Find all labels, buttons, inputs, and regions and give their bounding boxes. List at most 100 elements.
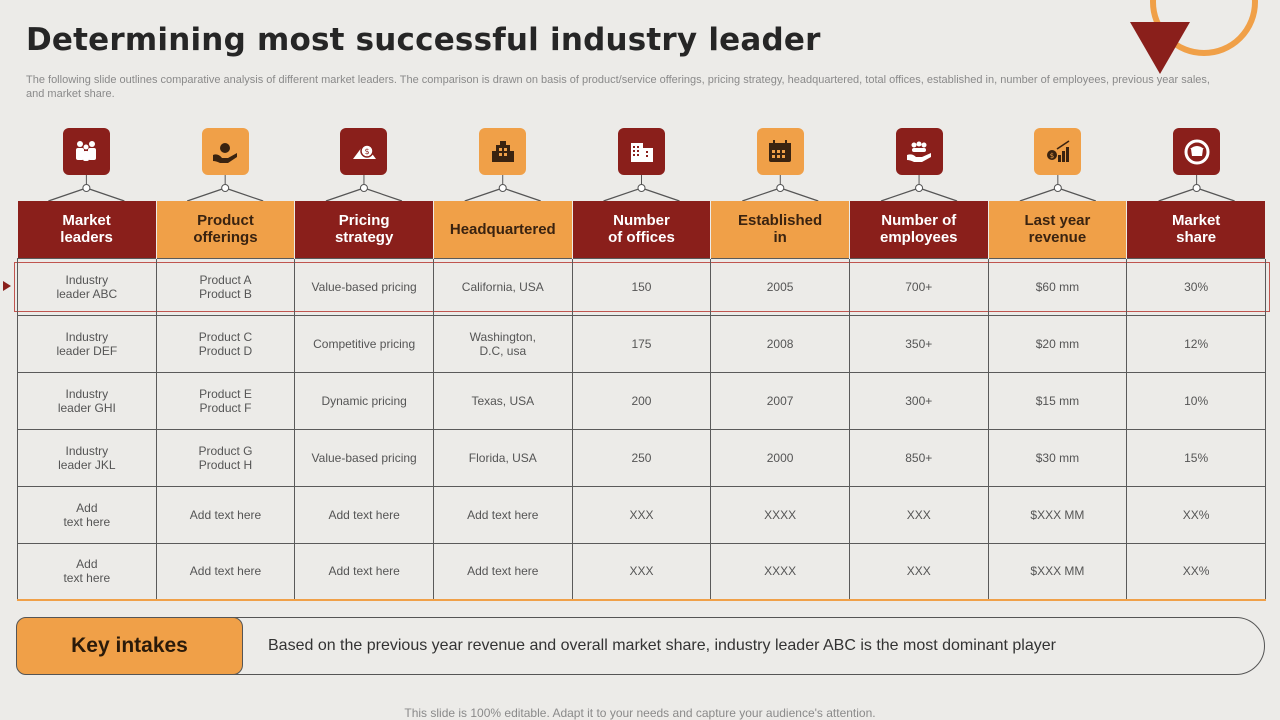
page-title: Determining most successful industry lea… — [26, 22, 821, 58]
table-cell: Add text here — [155, 485, 296, 544]
connector-leg — [502, 187, 541, 202]
connector-node — [915, 184, 924, 192]
table-cell: $20 mm — [987, 314, 1128, 373]
team-hand-icon — [895, 128, 943, 175]
table-cell: 250 — [571, 428, 712, 487]
connector-leg — [880, 187, 920, 202]
icon-connectors — [48, 175, 1235, 202]
table-cell: XX% — [1126, 485, 1266, 544]
connector-leg — [363, 187, 403, 202]
table-cell: XXX — [848, 485, 989, 544]
table-cell: 2008 — [710, 314, 850, 373]
column-header: Headquartered — [433, 201, 573, 258]
column-header: Market share — [1126, 201, 1266, 258]
table-cell: XXX — [571, 485, 712, 544]
market-share-icon — [1173, 128, 1221, 175]
page-subtitle: The following slide outlines comparative… — [26, 74, 1210, 100]
table-row: Industry leader GHI Product E Product F Dy… — [17, 371, 1266, 430]
table-cell: Florida, USA — [432, 428, 573, 487]
table-cell: Industry leader DEF — [17, 314, 157, 373]
connector-node — [359, 184, 368, 192]
table-cell: 850+ — [848, 428, 989, 487]
table-cell: Add text here — [17, 485, 157, 544]
column-header: Last year revenue — [988, 201, 1128, 258]
office-buildings-icon — [618, 128, 665, 175]
connector-leg — [1158, 187, 1197, 202]
decorative-triangle — [1130, 22, 1190, 74]
connector-leg — [224, 187, 264, 202]
table-cell: 700+ — [848, 257, 989, 316]
table-cell: Washington, D.C, usa — [432, 314, 573, 373]
hand-offering-icon — [201, 128, 249, 175]
table-cell: Value-based pricing — [294, 257, 434, 316]
table-cell: 350+ — [848, 314, 989, 373]
table-cell: XXX — [848, 542, 989, 601]
connector-node — [221, 184, 230, 192]
key-intakes-label: Key intakes — [16, 617, 243, 675]
connector-node — [637, 184, 646, 192]
connector-leg — [918, 187, 958, 202]
table-cell: $XXX MM — [987, 542, 1128, 601]
table-cell: 15% — [1126, 428, 1266, 487]
table-cell: 2007 — [710, 371, 850, 430]
table-cell: Add text here — [294, 542, 434, 601]
table-cell: 300+ — [848, 371, 989, 430]
table-cell: Dynamic pricing — [294, 371, 434, 430]
table-cell: Add text here — [432, 542, 573, 601]
table-row: Industry leader DEF Product C Product D Co… — [17, 314, 1266, 373]
connector-node — [1192, 184, 1201, 192]
table-cell: $30 mm — [987, 428, 1128, 487]
column-header: Number of offices — [572, 201, 712, 258]
table-cell: 10% — [1126, 371, 1266, 430]
svg-text:$: $ — [1050, 152, 1054, 160]
table-cell: Industry leader ABC — [17, 257, 157, 316]
table-cell: Texas, USA — [432, 371, 573, 430]
price-tag-icon: $ — [340, 128, 388, 175]
connector-leg — [1019, 187, 1059, 202]
row-pointer-arrow — [3, 281, 11, 291]
table-cell: XXX — [571, 542, 712, 601]
table-row: Industry leader ABC Product A Product B Va… — [17, 257, 1266, 316]
table-cell: 2005 — [710, 257, 850, 316]
connector-leg — [186, 187, 226, 202]
table-cell: $15 mm — [987, 371, 1128, 430]
table-cell: California, USA — [432, 257, 573, 316]
footer-note: This slide is 100% editable. Adapt it to… — [404, 706, 876, 720]
table-row: Industry leader JKL Product G Product H Va… — [17, 428, 1266, 487]
table-cell: Add text here — [294, 485, 434, 544]
table-cell: Add text here — [155, 542, 296, 601]
connector-node — [498, 184, 507, 192]
connector-node — [82, 184, 91, 192]
table-cell: 200 — [571, 371, 712, 430]
table-cell: Add text here — [432, 485, 573, 544]
connector-leg — [641, 187, 680, 202]
comparison-table: Market leaders Product offerings Pricing s… — [17, 201, 1266, 601]
svg-text:$: $ — [364, 147, 369, 156]
table-cell: XXXX — [710, 485, 850, 544]
table-cell: $XXX MM — [987, 485, 1128, 544]
connector-leg — [325, 187, 365, 202]
table-cell: Product G Product H — [155, 428, 296, 487]
connector-leg — [86, 187, 125, 202]
connector-node — [776, 184, 785, 192]
column-header: Pricing strategy — [294, 201, 434, 258]
connector-leg — [780, 187, 819, 202]
table-cell: 2000 — [710, 428, 850, 487]
table-cell: Industry leader GHI — [17, 371, 157, 430]
table-cell: Product E Product F — [155, 371, 296, 430]
table-cell: 12% — [1126, 314, 1266, 373]
column-header: Number of employees — [849, 201, 989, 258]
column-header: Established in — [710, 201, 850, 258]
connector-leg — [742, 187, 781, 202]
calendar-icon — [756, 128, 804, 175]
table-cell: Competitive pricing — [294, 314, 434, 373]
column-header: Market leaders — [17, 201, 157, 258]
connector-node — [1053, 184, 1062, 192]
connector-leg — [1196, 187, 1235, 202]
building-icon — [479, 128, 527, 175]
revenue-chart-icon: $ — [1034, 128, 1082, 175]
table-header-row: Market leaders Product offerings Pricing s… — [17, 201, 1266, 258]
table-cell: XXXX — [710, 542, 850, 601]
table-row: Add text here Add text here Add text here A… — [17, 542, 1266, 601]
connector-leg — [603, 187, 642, 202]
